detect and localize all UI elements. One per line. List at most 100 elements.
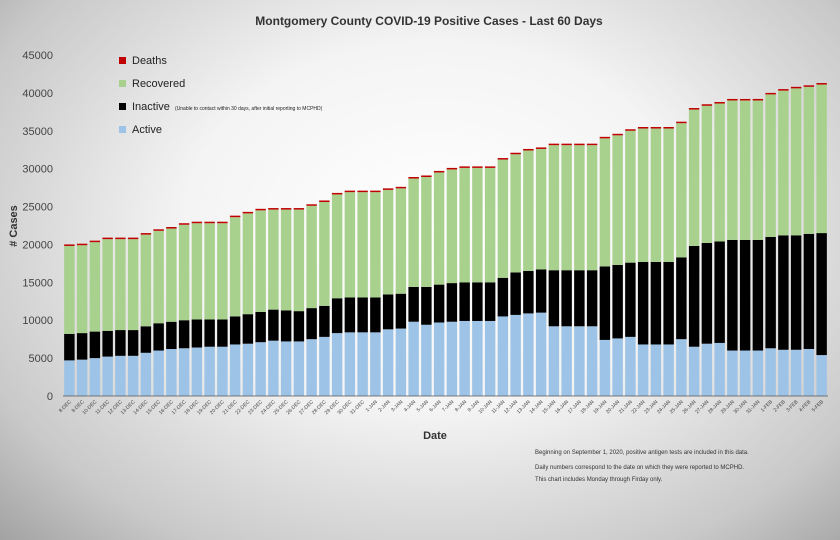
- bar-segment-active: [229, 344, 241, 396]
- bar-segment-deaths: [625, 129, 636, 131]
- bar-segment-active: [433, 322, 445, 396]
- bar-segment-active: [127, 355, 139, 396]
- legend-swatch-deaths: [119, 57, 126, 64]
- bar-segment-deaths: [548, 143, 560, 146]
- bar-segment-inactive: [370, 297, 381, 333]
- bar-segment-inactive: [127, 330, 139, 356]
- bar-segment-recovered: [523, 150, 534, 271]
- bar-segment-deaths: [637, 126, 649, 129]
- x-tick-label: 4-JAN: [403, 399, 417, 413]
- bar-segment-inactive: [459, 282, 470, 321]
- bar-segment-inactive: [561, 270, 572, 327]
- x-tick-label: 6-JAN: [428, 399, 442, 413]
- bar-segment-recovered: [178, 224, 190, 321]
- bar-segment-recovered: [510, 154, 521, 273]
- footnotes: Beginning on September 1, 2020, positive…: [535, 450, 749, 483]
- bar-segment-active: [561, 326, 572, 396]
- bar-segment-deaths: [89, 240, 101, 243]
- bar-segment-active: [523, 313, 534, 396]
- bar-segment-recovered: [548, 145, 560, 271]
- bar-segment-recovered: [268, 209, 279, 310]
- bar-segment-deaths: [790, 86, 802, 89]
- y-tick-label: 15000: [22, 277, 53, 289]
- bar-segment-recovered: [778, 90, 789, 236]
- bar-segment-active: [816, 355, 827, 396]
- bar-segment-active: [280, 341, 292, 396]
- bar-segment-active: [408, 321, 419, 396]
- bar-segment-active: [803, 349, 815, 396]
- bar-segment-active: [625, 336, 636, 396]
- bar-segment-recovered: [637, 128, 649, 262]
- bar-segment-deaths: [191, 221, 203, 224]
- bar-segment-active: [293, 341, 305, 396]
- bar-segment-active: [727, 350, 738, 396]
- bar-segment-inactive: [739, 239, 751, 351]
- bar-segment-inactive: [599, 266, 611, 340]
- bar-segment-recovered: [344, 192, 356, 298]
- bar-segment-inactive: [229, 316, 241, 345]
- bar-segment-recovered: [293, 209, 305, 312]
- bar-segment-recovered: [612, 135, 623, 265]
- x-tick-label: 31-DEC: [349, 399, 366, 416]
- bar-segment-recovered: [484, 167, 496, 283]
- bar-segment-inactive: [242, 314, 254, 344]
- bar-segment-recovered: [676, 123, 687, 258]
- bar-segment-inactive: [344, 297, 356, 333]
- bar-segment-recovered: [586, 145, 598, 271]
- legend-label-recovered: Recovered: [132, 78, 185, 90]
- bar-segment-inactive: [408, 286, 419, 322]
- bar-segment-deaths: [242, 211, 254, 214]
- bar-segment-active: [472, 320, 483, 396]
- bar-segment-deaths: [803, 85, 815, 87]
- legend-note-inactive: (Unable to contact within 30 days, after…: [175, 106, 323, 112]
- bar-segment-deaths: [446, 167, 458, 170]
- x-tick-label: 1-FEB: [760, 399, 775, 414]
- bar-segment-inactive: [688, 245, 700, 347]
- bar-segment-inactive: [191, 319, 203, 348]
- bar-segment-recovered: [115, 239, 126, 331]
- bar-segment-recovered: [204, 223, 215, 320]
- bar-segment-recovered: [408, 178, 419, 287]
- y-tick-label: 35000: [22, 126, 53, 138]
- bar-segment-active: [140, 352, 152, 396]
- bar-segment-deaths: [280, 208, 292, 210]
- bar-segment-recovered: [382, 189, 394, 295]
- bar-segment-inactive: [663, 261, 674, 345]
- bar-segment-recovered: [433, 172, 445, 285]
- bar-segment-recovered: [319, 202, 330, 306]
- bar-segment-active: [739, 350, 751, 396]
- bar-segment-inactive: [586, 270, 598, 327]
- bar-segment-active: [535, 312, 547, 396]
- bar-segment-deaths: [331, 192, 343, 195]
- legend-swatch-recovered: [119, 80, 126, 87]
- bar-segment-active: [153, 350, 164, 396]
- y-tick-label: 20000: [22, 239, 53, 251]
- bar-segment-inactive: [510, 272, 521, 315]
- bar-segment-recovered: [166, 228, 177, 322]
- bar-segment-deaths: [421, 175, 432, 178]
- y-tick-label: 25000: [22, 202, 53, 214]
- bar-segment-inactive: [778, 235, 789, 350]
- bar-segment-active: [115, 355, 126, 396]
- bar-segment-inactive: [433, 284, 445, 323]
- bar-segment-deaths: [714, 101, 725, 104]
- footnote-antigen: Beginning on September 1, 2020, positive…: [535, 450, 749, 456]
- bar-segment-deaths: [255, 208, 266, 211]
- bar-segment-recovered: [497, 159, 509, 278]
- bar-segment-inactive: [803, 233, 815, 350]
- bar-segment-inactive: [306, 308, 317, 340]
- y-tick-label: 10000: [22, 315, 53, 327]
- x-axis: 8-DEC9-DEC10-DEC11-DEC12-DEC13-DEC14-DEC…: [58, 399, 826, 416]
- bar-segment-inactive: [153, 323, 164, 351]
- bar-segment-active: [701, 343, 713, 396]
- bar-segment-inactive: [625, 262, 636, 337]
- bar-segment-inactive: [319, 305, 330, 337]
- bar-segment-deaths: [370, 190, 381, 193]
- x-tick-label: 31-JAN: [745, 399, 761, 415]
- bar-segment-deaths: [752, 98, 764, 101]
- bar-segment-active: [204, 346, 215, 396]
- bar-segment-inactive: [421, 286, 432, 325]
- bar-segment-recovered: [727, 100, 738, 240]
- x-tick-label: 7-JAN: [441, 399, 455, 413]
